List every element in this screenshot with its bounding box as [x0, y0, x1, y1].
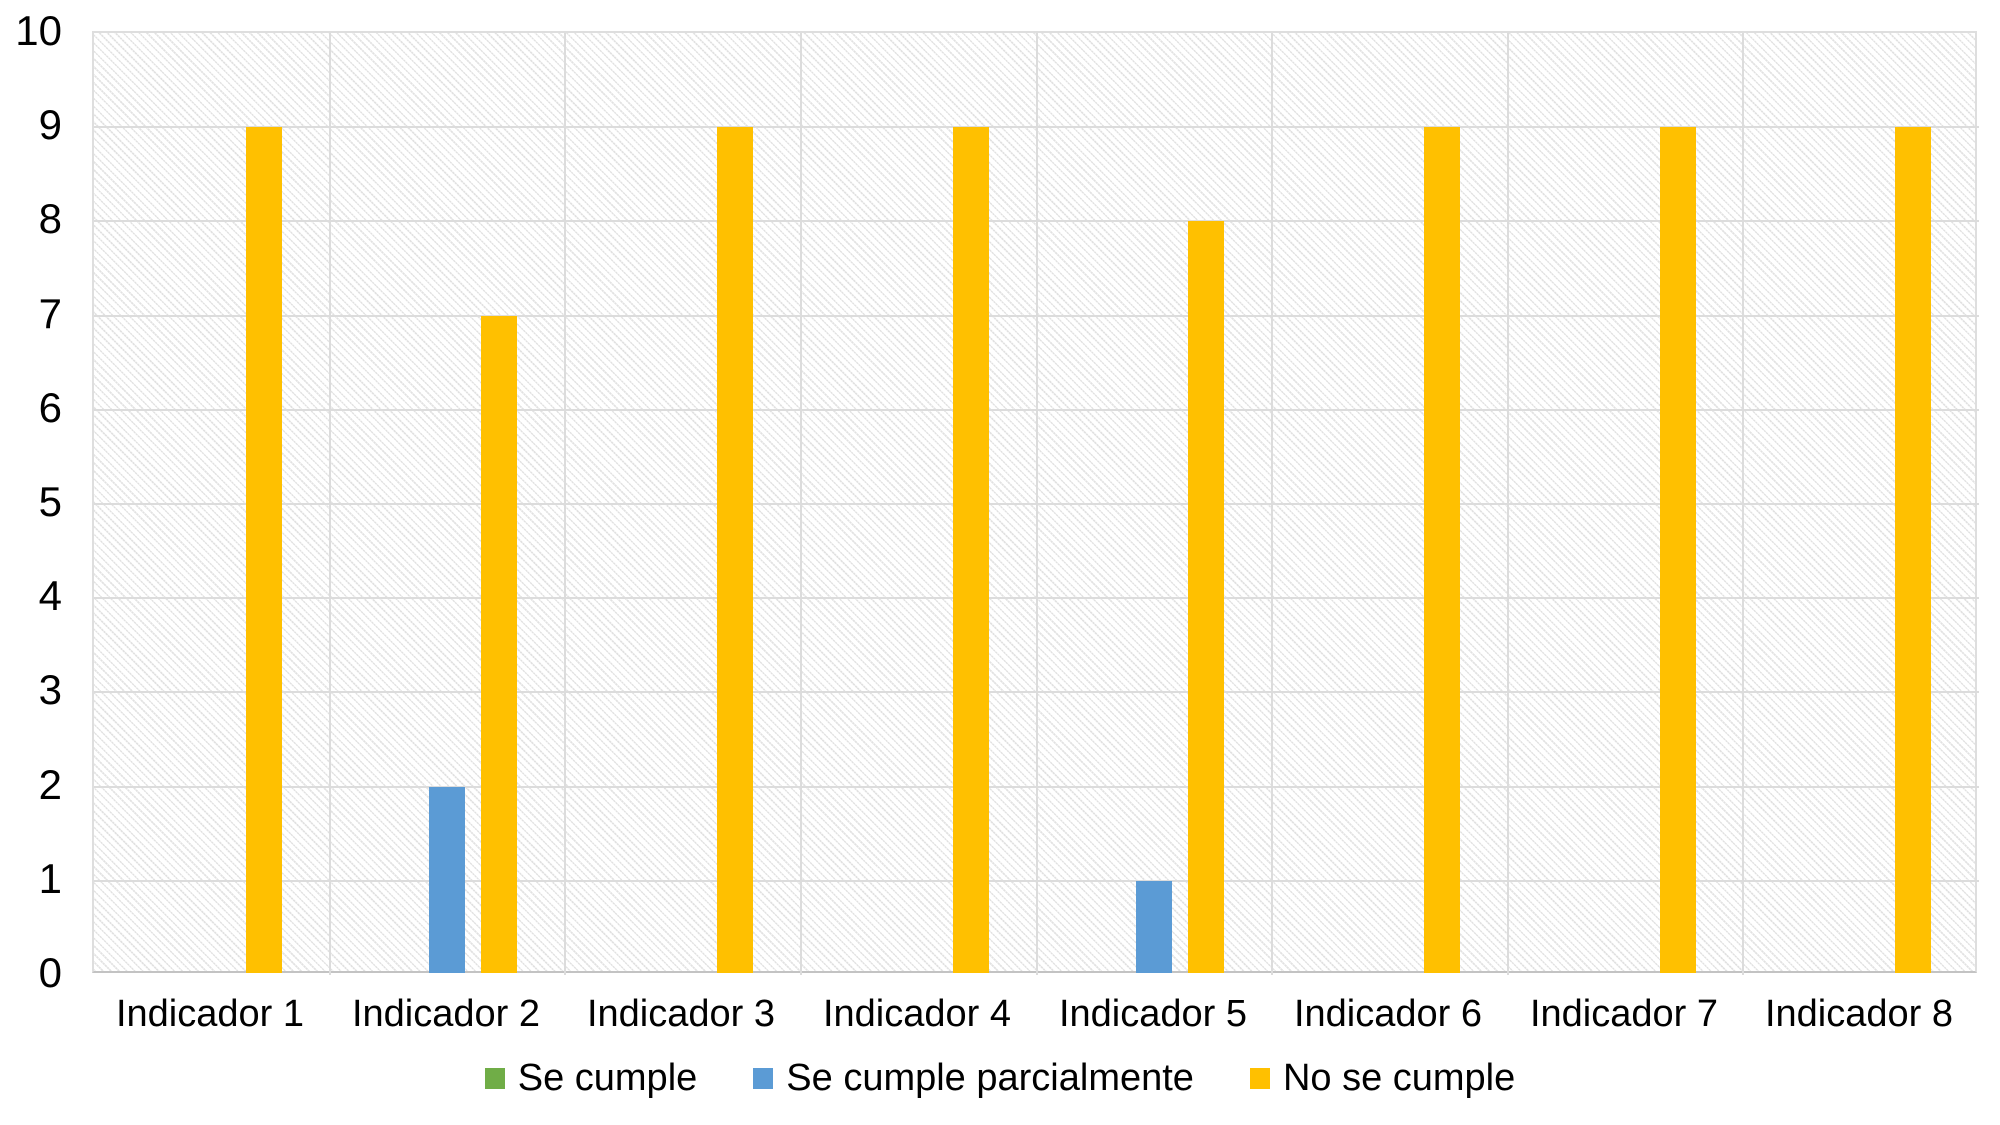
- x-tick-label: Indicador 8: [1764, 993, 1953, 1035]
- y-tick-label: 6: [38, 384, 62, 431]
- gridline-vertical: [329, 33, 331, 975]
- gridline-vertical: [1742, 33, 1744, 975]
- y-tick-label: 2: [38, 761, 62, 808]
- gridline-vertical: [564, 33, 566, 975]
- y-tick-label: 1: [38, 855, 62, 902]
- gridline-vertical: [1271, 33, 1273, 975]
- legend-item-no-se-cumple: No se cumple: [1249, 1056, 1516, 1100]
- bar-no-se-cumple-indicador-7: [1660, 127, 1696, 973]
- legend-item-se-cumple: Se cumple: [484, 1056, 698, 1100]
- bar-no-se-cumple-indicador-5: [1188, 221, 1224, 973]
- gridline-vertical: [1036, 33, 1038, 975]
- bar-se-cumple-parcialmente-indicador-2: [429, 787, 465, 973]
- x-tick-label: Indicador 5: [1058, 993, 1247, 1035]
- y-tick-label: 5: [38, 478, 62, 525]
- y-tick-label: 8: [38, 195, 62, 242]
- bar-no-se-cumple-indicador-4: [953, 127, 989, 973]
- legend-item-se-cumple-parcialmente: Se cumple parcialmente: [753, 1056, 1194, 1100]
- y-tick-label: 10: [15, 7, 62, 54]
- legend-swatch-no-se-cumple: [1249, 1067, 1270, 1089]
- bar-no-se-cumple-indicador-8: [1895, 127, 1931, 973]
- x-tick-label: Indicador 3: [586, 993, 775, 1035]
- y-tick-label: 4: [38, 572, 62, 619]
- x-tick-label: Indicador 7: [1529, 993, 1718, 1035]
- x-tick-label: Indicador 1: [115, 993, 304, 1035]
- legend: Se cumple Se cumple parcialmente No se cum…: [0, 1056, 2000, 1100]
- y-tick-label: 0: [38, 949, 62, 996]
- bar-no-se-cumple-indicador-6: [1424, 127, 1460, 973]
- bar-no-se-cumple-indicador-3: [717, 127, 753, 973]
- x-tick-label: Indicador 6: [1293, 993, 1482, 1035]
- bar-se-cumple-parcialmente-indicador-5: [1136, 881, 1172, 973]
- legend-swatch-se-cumple-parcialmente: [753, 1067, 774, 1089]
- plot-area: [92, 31, 1979, 975]
- x-tick-label: Indicador 2: [351, 993, 540, 1035]
- x-tick-label: Indicador 4: [822, 993, 1011, 1035]
- y-tick-label: 7: [38, 290, 62, 337]
- gridline-vertical: [800, 33, 802, 975]
- y-tick-label: 9: [38, 101, 62, 148]
- legend-label: Se cumple: [517, 1057, 698, 1099]
- bar-no-se-cumple-indicador-2: [481, 316, 517, 973]
- bar-no-se-cumple-indicador-1: [246, 127, 282, 973]
- legend-swatch-se-cumple: [484, 1067, 505, 1089]
- gridline-vertical: [1507, 33, 1509, 975]
- legend-label: Se cumple parcialmente: [786, 1057, 1194, 1099]
- y-tick-label: 3: [38, 666, 62, 713]
- legend-label: No se cumple: [1282, 1057, 1516, 1099]
